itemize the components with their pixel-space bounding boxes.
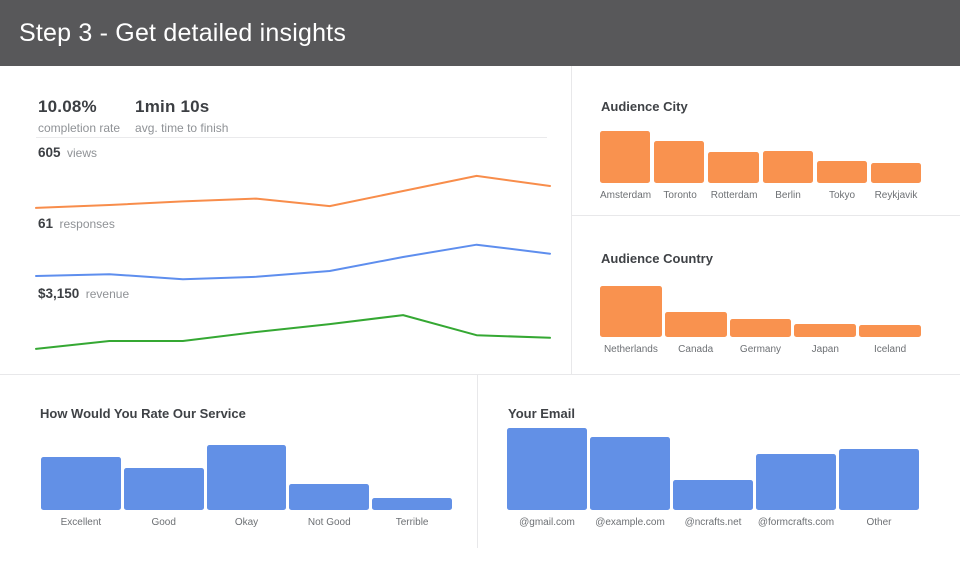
audience-city-chart: Amsterdam Toronto Rotterdam Berlin Tokyo Reyk… bbox=[600, 131, 922, 201]
audience-city-labels: Amsterdam Toronto Rotterdam Berlin Tokyo Reyk… bbox=[600, 190, 921, 201]
responses-metric: 61 responses bbox=[38, 215, 552, 233]
completion-rate-label: completion rate bbox=[38, 121, 121, 135]
bar-good[interactable] bbox=[123, 467, 204, 510]
bar-label-netherlands: Netherlands bbox=[603, 344, 658, 355]
page-header: Step 3 - Get detailed insights bbox=[0, 0, 960, 66]
bar-label-terrible: Terrible bbox=[395, 517, 429, 528]
bar-label-reykjavik: Reykjavik bbox=[874, 190, 918, 201]
bar--gmail-com[interactable] bbox=[507, 428, 587, 510]
overview-panel: 10.08% completion rate 1min 10s avg. tim… bbox=[0, 66, 572, 375]
responses-sparkline bbox=[35, 243, 551, 281]
views-count: 605 bbox=[38, 145, 61, 160]
bar-label-good: Good bbox=[151, 517, 176, 528]
revenue-amount: $3,150 bbox=[38, 286, 80, 301]
bar-reykjavik[interactable] bbox=[870, 162, 922, 183]
audience-country-panel: Audience Country Netherlands Canada German… bbox=[572, 216, 960, 375]
avg-time-label: avg. time to finish bbox=[135, 121, 229, 135]
audience-city-panel: Audience City Amsterdam Toronto Rotterdam B… bbox=[572, 66, 960, 216]
page-title: Step 3 - Get detailed insights bbox=[19, 18, 347, 47]
service-rating-title: How Would You Rate Our Service bbox=[40, 406, 246, 421]
bar-label-okay: Okay bbox=[234, 517, 259, 528]
revenue-trend-chart: $3,150 revenue bbox=[35, 285, 552, 354]
views-label: views bbox=[66, 146, 97, 160]
audience-country-bars bbox=[600, 286, 921, 337]
bar-label-rotterdam: Rotterdam bbox=[710, 190, 758, 201]
completion-rate-stat: 10.08% completion rate bbox=[38, 97, 120, 135]
bar-label-excellent: Excellent bbox=[60, 517, 102, 528]
email-bars bbox=[507, 428, 919, 510]
bar--example-com[interactable] bbox=[590, 437, 670, 510]
bar-toronto[interactable] bbox=[654, 140, 705, 183]
bar-label--formcrafts-com: @formcrafts.com bbox=[757, 517, 835, 528]
bar--formcrafts-com[interactable] bbox=[756, 454, 836, 510]
bar-okay[interactable] bbox=[206, 445, 287, 510]
email-labels: @gmail.com @example.com @ncrafts.net @formc… bbox=[507, 517, 919, 528]
bar-tokyo[interactable] bbox=[816, 160, 867, 183]
service-rating-labels: Excellent Good Okay Not Good Terrible bbox=[41, 517, 452, 528]
bar-label-other: Other bbox=[866, 517, 892, 528]
revenue-label: revenue bbox=[85, 287, 130, 301]
service-rating-chart: Excellent Good Okay Not Good Terrible bbox=[41, 445, 452, 528]
bar-label-japan: Japan bbox=[811, 344, 839, 355]
audience-city-title: Audience City bbox=[601, 99, 688, 114]
bar--ncrafts-net[interactable] bbox=[673, 479, 753, 510]
responses-trend-chart: 61 responses bbox=[35, 215, 552, 284]
bar-rotterdam[interactable] bbox=[708, 151, 759, 183]
views-trend-chart: 605 views bbox=[35, 144, 552, 213]
completion-rate-value: 10.08% bbox=[38, 97, 97, 116]
revenue-sparkline bbox=[35, 314, 551, 350]
audience-country-labels: Netherlands Canada Germany Japan Iceland bbox=[600, 344, 921, 355]
bar-canada[interactable] bbox=[664, 311, 727, 337]
bar-netherlands[interactable] bbox=[600, 286, 662, 337]
audience-city-bars bbox=[600, 131, 922, 183]
views-metric: 605 views bbox=[38, 144, 552, 162]
bar-germany[interactable] bbox=[729, 318, 792, 337]
avg-time-stat: 1min 10s avg. time to finish bbox=[135, 97, 228, 135]
responses-label: responses bbox=[59, 217, 115, 231]
bar-label-germany: Germany bbox=[739, 344, 782, 355]
bar-other[interactable] bbox=[839, 448, 919, 510]
revenue-metric: $3,150 revenue bbox=[38, 285, 552, 303]
audience-country-chart: Netherlands Canada Germany Japan Iceland bbox=[600, 286, 921, 355]
bar-terrible[interactable] bbox=[372, 497, 452, 510]
bar-label--gmail-com: @gmail.com bbox=[519, 517, 575, 528]
service-rating-bars bbox=[41, 445, 452, 510]
bar-excellent[interactable] bbox=[41, 456, 121, 510]
bar-label-amsterdam: Amsterdam bbox=[600, 190, 652, 201]
bar-label-iceland: Iceland bbox=[873, 344, 907, 355]
email-panel: Your Email @gmail.com @example.com @ncraft… bbox=[478, 375, 960, 548]
bar-label-toronto: Toronto bbox=[663, 190, 697, 201]
bar-label--example-com: @example.com bbox=[595, 517, 665, 528]
bar-berlin[interactable] bbox=[762, 150, 813, 183]
bar-amsterdam[interactable] bbox=[600, 131, 651, 183]
bar-japan[interactable] bbox=[794, 323, 857, 337]
bar-label-tokyo: Tokyo bbox=[828, 190, 856, 201]
bar-label-canada: Canada bbox=[678, 344, 714, 355]
responses-count: 61 bbox=[38, 216, 54, 231]
email-title: Your Email bbox=[508, 406, 575, 421]
bar-not-good[interactable] bbox=[289, 484, 370, 510]
stats-row: 10.08% completion rate 1min 10s avg. tim… bbox=[38, 97, 228, 135]
bar-label-berlin: Berlin bbox=[775, 190, 801, 201]
email-chart: @gmail.com @example.com @ncrafts.net @formc… bbox=[507, 428, 919, 528]
bar-label-not-good: Not Good bbox=[307, 517, 351, 528]
avg-time-value: 1min 10s bbox=[135, 97, 210, 116]
views-sparkline bbox=[35, 174, 551, 209]
bar-label--ncrafts-net: @ncrafts.net bbox=[684, 517, 742, 528]
audience-country-title: Audience Country bbox=[601, 251, 713, 266]
service-rating-panel: How Would You Rate Our Service Excellent… bbox=[0, 375, 478, 548]
bar-iceland[interactable] bbox=[859, 324, 921, 337]
stats-divider bbox=[36, 137, 547, 138]
